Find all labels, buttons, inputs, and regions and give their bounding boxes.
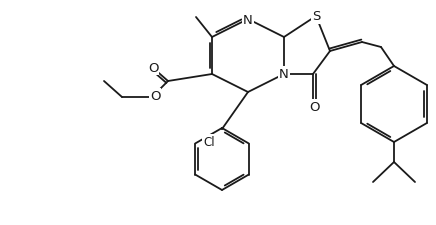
Text: Cl: Cl [203, 135, 215, 148]
Text: N: N [243, 14, 253, 26]
Text: O: O [309, 101, 319, 114]
Text: O: O [150, 90, 160, 103]
Text: S: S [312, 10, 320, 23]
Text: N: N [279, 68, 289, 81]
Text: O: O [148, 61, 158, 74]
